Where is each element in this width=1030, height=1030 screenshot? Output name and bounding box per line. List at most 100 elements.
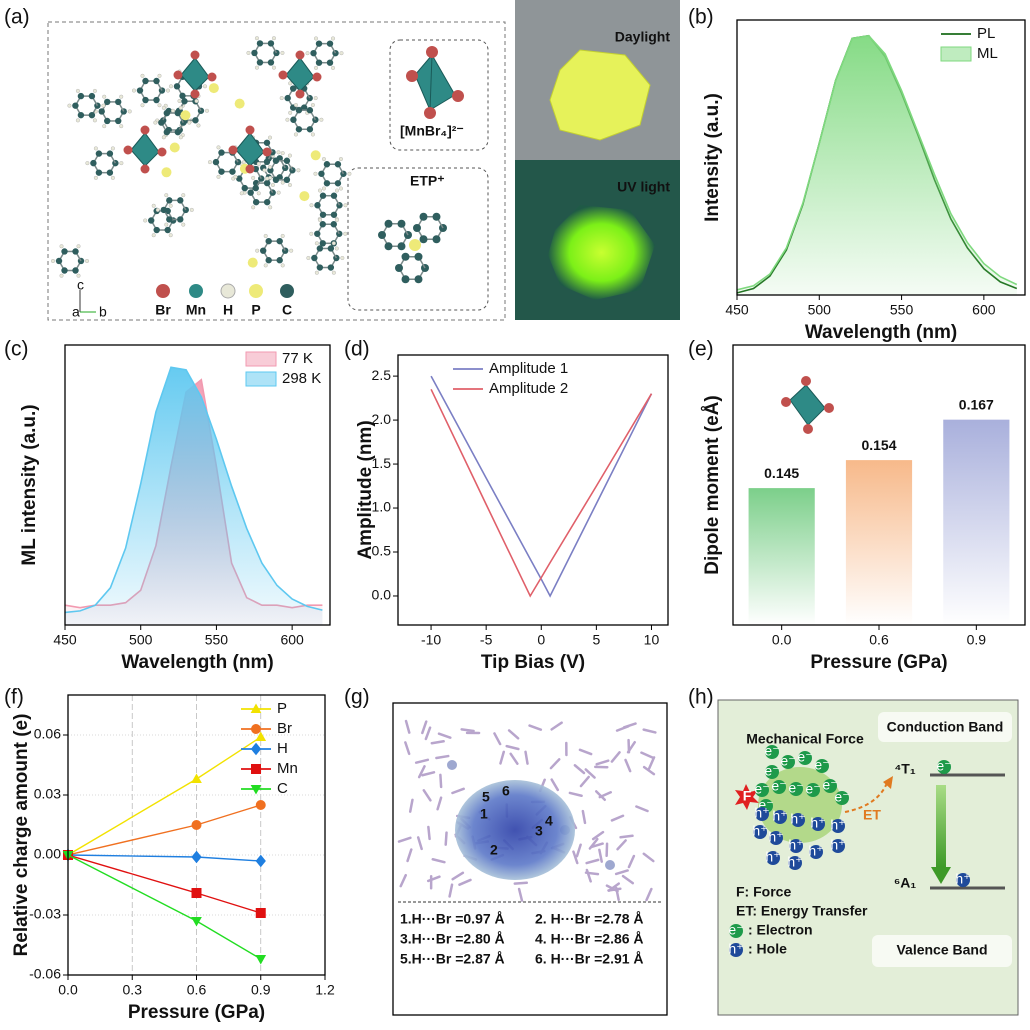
stick	[406, 848, 413, 863]
point	[250, 785, 262, 795]
point	[251, 724, 261, 734]
c-atom	[263, 198, 271, 206]
x-tick-label: 0.6	[869, 632, 889, 648]
h-atom	[110, 175, 115, 180]
band-box	[878, 712, 1012, 742]
c-atom	[314, 230, 321, 237]
stick	[509, 752, 519, 765]
c-atom	[72, 248, 79, 255]
h-atom	[334, 246, 339, 251]
stick	[572, 850, 579, 865]
h-atom	[102, 124, 107, 129]
y-axis-title: Intensity (a.u.)	[702, 93, 723, 222]
h-atom	[317, 188, 322, 193]
br-atom	[278, 70, 288, 80]
y-tick-label: -0.03	[29, 906, 61, 922]
hole-symbol: h⁺	[752, 823, 767, 839]
c-atom	[314, 202, 321, 209]
distance: 6. H···Br =2.91 Å	[535, 951, 644, 967]
h-atom	[85, 258, 90, 263]
series-line	[68, 736, 262, 856]
h-atom	[151, 203, 156, 208]
br-atom	[190, 50, 200, 60]
c-atom	[319, 211, 327, 218]
hole-circle	[791, 813, 805, 827]
stick	[579, 775, 590, 788]
y-axis-title: Relative charge amount (e)	[11, 714, 32, 957]
br-atom	[803, 424, 813, 434]
mechanical-force-label: Mechanical Force	[746, 731, 864, 747]
p-atom	[299, 191, 310, 202]
h-atom	[347, 171, 352, 176]
h-atom	[276, 190, 281, 195]
electron-symbol: e⁻	[814, 757, 829, 773]
y-tick-label: 1.0	[372, 499, 392, 515]
point	[255, 731, 267, 741]
panel-h-frame	[717, 699, 1019, 1016]
stick	[404, 719, 411, 734]
h-atom	[310, 103, 315, 108]
panel-label: (f)	[4, 686, 24, 709]
point	[191, 917, 202, 927]
h-atom	[314, 65, 319, 70]
c-atom	[414, 275, 423, 284]
x-axis-title: Pressure (GPa)	[810, 652, 947, 673]
hole-symbol: h⁺	[790, 811, 805, 827]
p-atom	[208, 83, 219, 94]
c-atom	[315, 40, 323, 47]
c-atom	[252, 198, 260, 206]
legend-label: Amplitude 1	[489, 360, 568, 377]
c-atom	[236, 175, 243, 182]
c-atom	[163, 128, 171, 136]
legend-label: 77 K	[282, 350, 313, 367]
c-atom	[315, 59, 323, 66]
stick	[568, 791, 583, 798]
h-atom	[255, 248, 260, 253]
h-atom	[246, 50, 251, 55]
h-atom	[161, 135, 166, 140]
stick	[616, 839, 627, 851]
h-atom	[271, 65, 276, 70]
h-atom	[196, 123, 201, 128]
stick	[408, 798, 414, 813]
electron-circle	[815, 759, 829, 773]
c-atom	[401, 252, 410, 261]
br-atom	[295, 89, 305, 99]
h-atom	[119, 161, 124, 166]
bar	[845, 460, 913, 625]
c-atom	[306, 126, 314, 133]
h-atom	[276, 150, 281, 155]
h-atom	[75, 118, 80, 123]
legend-label: H	[277, 740, 288, 757]
stick	[595, 759, 610, 766]
h-atom	[181, 193, 186, 198]
stick	[591, 830, 605, 841]
hole-symbol: h⁺	[788, 837, 803, 853]
hole-symbol: h⁺	[830, 837, 845, 853]
panel-label: (c)	[4, 338, 29, 361]
x-tick-label: 0.9	[967, 632, 987, 648]
y-tick-label: 0.06	[34, 726, 61, 742]
c-atom	[267, 59, 275, 66]
h-atom	[251, 175, 256, 180]
y-axis-title: Dipole moment (eÅ)	[702, 395, 723, 574]
stick	[645, 887, 653, 902]
mnbr4-edge	[429, 54, 433, 111]
h-atom	[317, 217, 322, 222]
h-atom	[164, 193, 169, 198]
stick	[647, 756, 656, 770]
c-atom	[276, 237, 283, 245]
br-atom	[140, 164, 150, 174]
point	[255, 908, 266, 918]
h-atom	[254, 36, 259, 41]
h-atom	[101, 103, 106, 108]
y-axis-title: ML intensity (a.u.)	[19, 404, 40, 565]
transfer-label: ET	[863, 807, 881, 823]
c-atom	[72, 102, 79, 109]
c-atom	[327, 245, 335, 252]
c-atom	[311, 254, 318, 262]
electron-circle	[781, 755, 795, 769]
site-label: 3	[535, 823, 543, 839]
c-atom	[177, 197, 184, 204]
h-atom	[288, 110, 293, 115]
